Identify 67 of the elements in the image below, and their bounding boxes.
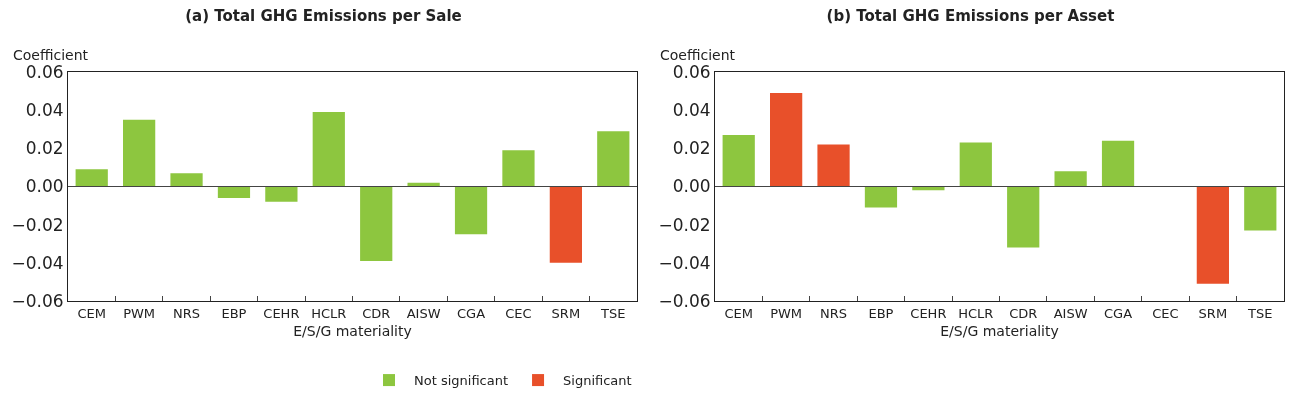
x-tick-label: HCLR bbox=[958, 305, 994, 321]
x-tick-label: SRM bbox=[1198, 305, 1228, 321]
x-tick-label: HCLR bbox=[311, 305, 347, 321]
bar bbox=[454, 186, 488, 235]
x-tick-label: EBP bbox=[868, 305, 894, 321]
x-tick-label: CEHR bbox=[910, 305, 947, 321]
bar bbox=[265, 186, 298, 202]
bar bbox=[360, 186, 393, 261]
bar bbox=[1196, 186, 1229, 284]
x-tick-label: CEHR bbox=[263, 305, 300, 321]
x-tick-label: CDR bbox=[362, 305, 391, 321]
y-axis-title: Coefficient bbox=[13, 47, 89, 63]
bar bbox=[1054, 171, 1087, 187]
x-tick-label: PWM bbox=[123, 305, 156, 321]
bar bbox=[770, 92, 803, 187]
x-tick-label: EBP bbox=[221, 305, 247, 321]
x-tick-label: NRS bbox=[173, 305, 201, 321]
chart-title: (b) Total GHG Emissions per Asset bbox=[826, 6, 1115, 25]
y-tick-label: 0.02 bbox=[672, 138, 711, 159]
bar bbox=[1101, 140, 1135, 187]
bar bbox=[170, 173, 203, 187]
y-tick-label: 0.04 bbox=[672, 100, 711, 121]
y-tick-label: −0.04 bbox=[658, 252, 711, 273]
bar bbox=[597, 131, 630, 187]
x-tick-label: CEM bbox=[77, 305, 106, 321]
y-tick-label: 0.00 bbox=[672, 176, 711, 197]
bar bbox=[217, 186, 251, 198]
y-tick-label: −0.04 bbox=[11, 252, 64, 273]
bar bbox=[817, 144, 850, 187]
chart-title: (a) Total GHG Emissions per Sale bbox=[185, 6, 462, 25]
x-tick-label: SRM bbox=[551, 305, 581, 321]
bar bbox=[1007, 186, 1040, 248]
x-tick-label: CGA bbox=[457, 305, 486, 321]
bar bbox=[722, 134, 755, 187]
bar bbox=[864, 186, 898, 208]
y-tick-label: −0.06 bbox=[658, 290, 711, 311]
x-tick-label: CEC bbox=[505, 305, 532, 321]
bar bbox=[502, 150, 535, 187]
x-tick-label: TSE bbox=[1247, 305, 1273, 321]
y-tick-label: 0.06 bbox=[25, 61, 64, 82]
x-tick-label: CGA bbox=[1104, 305, 1133, 321]
bar bbox=[75, 169, 108, 187]
bar bbox=[1244, 186, 1277, 231]
x-tick-label: CEM bbox=[724, 305, 753, 321]
x-tick-label: CEC bbox=[1152, 305, 1179, 321]
y-tick-label: −0.02 bbox=[658, 214, 711, 235]
y-tick-label: 0.04 bbox=[25, 100, 64, 121]
bar bbox=[312, 112, 345, 187]
x-axis-title: E/S/G materiality bbox=[940, 322, 1059, 339]
y-tick-label: −0.02 bbox=[11, 214, 64, 235]
x-tick-label: AISW bbox=[406, 305, 441, 321]
y-axis-title: Coefficient bbox=[660, 47, 736, 63]
y-tick-label: 0.06 bbox=[672, 61, 711, 82]
x-tick-label: TSE bbox=[600, 305, 626, 321]
legend-label: Not significant bbox=[414, 373, 509, 389]
y-tick-label: −0.06 bbox=[11, 290, 64, 311]
x-tick-label: PWM bbox=[770, 305, 803, 321]
bar bbox=[959, 142, 992, 187]
x-tick-label: AISW bbox=[1053, 305, 1088, 321]
bar bbox=[123, 119, 156, 187]
y-tick-label: 0.00 bbox=[25, 176, 64, 197]
y-tick-label: 0.02 bbox=[25, 138, 64, 159]
x-tick-label: NRS bbox=[820, 305, 848, 321]
legend-label: Significant bbox=[563, 373, 632, 389]
x-axis-title: E/S/G materiality bbox=[293, 322, 412, 339]
bar bbox=[549, 186, 582, 263]
x-tick-label: CDR bbox=[1009, 305, 1038, 321]
